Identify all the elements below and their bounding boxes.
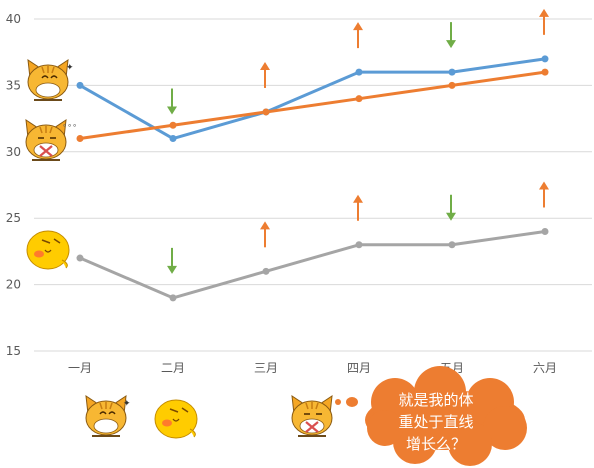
y-tick-label: 35 bbox=[6, 78, 21, 92]
data-point bbox=[76, 254, 84, 262]
y-tick-label: 30 bbox=[6, 145, 21, 159]
gridlines bbox=[34, 18, 592, 352]
svg-text:∘∘∘: ∘∘∘ bbox=[62, 121, 77, 130]
data-point bbox=[76, 81, 84, 89]
arrow-up-icon bbox=[353, 22, 363, 49]
data-point bbox=[355, 68, 363, 76]
y-tick-label: 25 bbox=[6, 211, 21, 225]
cat-cross-icon: ∘∘∘ bbox=[25, 119, 77, 161]
data-point bbox=[541, 227, 549, 235]
x-tick-label: 一月 bbox=[68, 361, 92, 375]
chick-blush-icon bbox=[26, 230, 70, 270]
series-points bbox=[76, 55, 549, 302]
speech-bubble: 就是我的体 重处于直线 增长么？ bbox=[335, 366, 527, 466]
bubble-line-1: 就是我的体 bbox=[398, 391, 473, 409]
data-point bbox=[448, 241, 456, 249]
x-tick-label: 二月 bbox=[161, 361, 185, 375]
data-point bbox=[169, 135, 177, 143]
data-point bbox=[76, 135, 84, 143]
x-axis-ticks: 一月 二月 三月 四月 五月 六月 bbox=[68, 361, 557, 375]
svg-text:✦: ✦ bbox=[123, 399, 131, 409]
data-point bbox=[448, 81, 456, 89]
x-tick-label: 四月 bbox=[347, 361, 371, 375]
data-point bbox=[262, 108, 270, 116]
bubble-line-2: 重处于直线 bbox=[398, 413, 473, 431]
arrow-up-icon bbox=[353, 194, 363, 221]
change-arrows bbox=[167, 8, 549, 274]
data-point bbox=[355, 95, 363, 103]
arrow-up-icon bbox=[260, 61, 270, 88]
y-tick-label: 20 bbox=[6, 278, 21, 292]
y-tick-label: 15 bbox=[6, 344, 21, 358]
data-point bbox=[541, 68, 549, 76]
chick-blush-icon bbox=[154, 399, 198, 439]
series-line bbox=[79, 57, 546, 141]
y-tick-label: 40 bbox=[6, 12, 21, 26]
arrow-down-icon bbox=[446, 22, 456, 49]
data-point bbox=[541, 55, 549, 63]
data-point bbox=[169, 294, 177, 302]
arrow-down-icon bbox=[167, 247, 177, 274]
arrow-down-icon bbox=[446, 194, 456, 221]
x-tick-label: 六月 bbox=[533, 361, 557, 375]
data-point bbox=[448, 68, 456, 76]
arrow-up-icon bbox=[539, 8, 549, 35]
series-line bbox=[79, 229, 546, 300]
series-lines bbox=[79, 57, 546, 300]
y-axis-ticks: 15 20 25 30 35 40 bbox=[6, 12, 21, 358]
arrow-up-icon bbox=[539, 181, 549, 208]
series-line bbox=[79, 70, 546, 141]
cat-cross-icon bbox=[291, 395, 333, 437]
svg-text:✦: ✦ bbox=[66, 63, 74, 73]
cat-grin-icon: ✦ bbox=[27, 59, 74, 101]
bubble-line-3: 增长么？ bbox=[406, 435, 466, 453]
data-point bbox=[355, 241, 363, 249]
x-tick-label: 三月 bbox=[254, 361, 278, 375]
data-point bbox=[262, 267, 270, 275]
arrow-down-icon bbox=[167, 88, 177, 115]
arrow-up-icon bbox=[260, 221, 270, 248]
data-point bbox=[169, 121, 177, 129]
cat-grin-icon: ✦ bbox=[85, 395, 131, 437]
